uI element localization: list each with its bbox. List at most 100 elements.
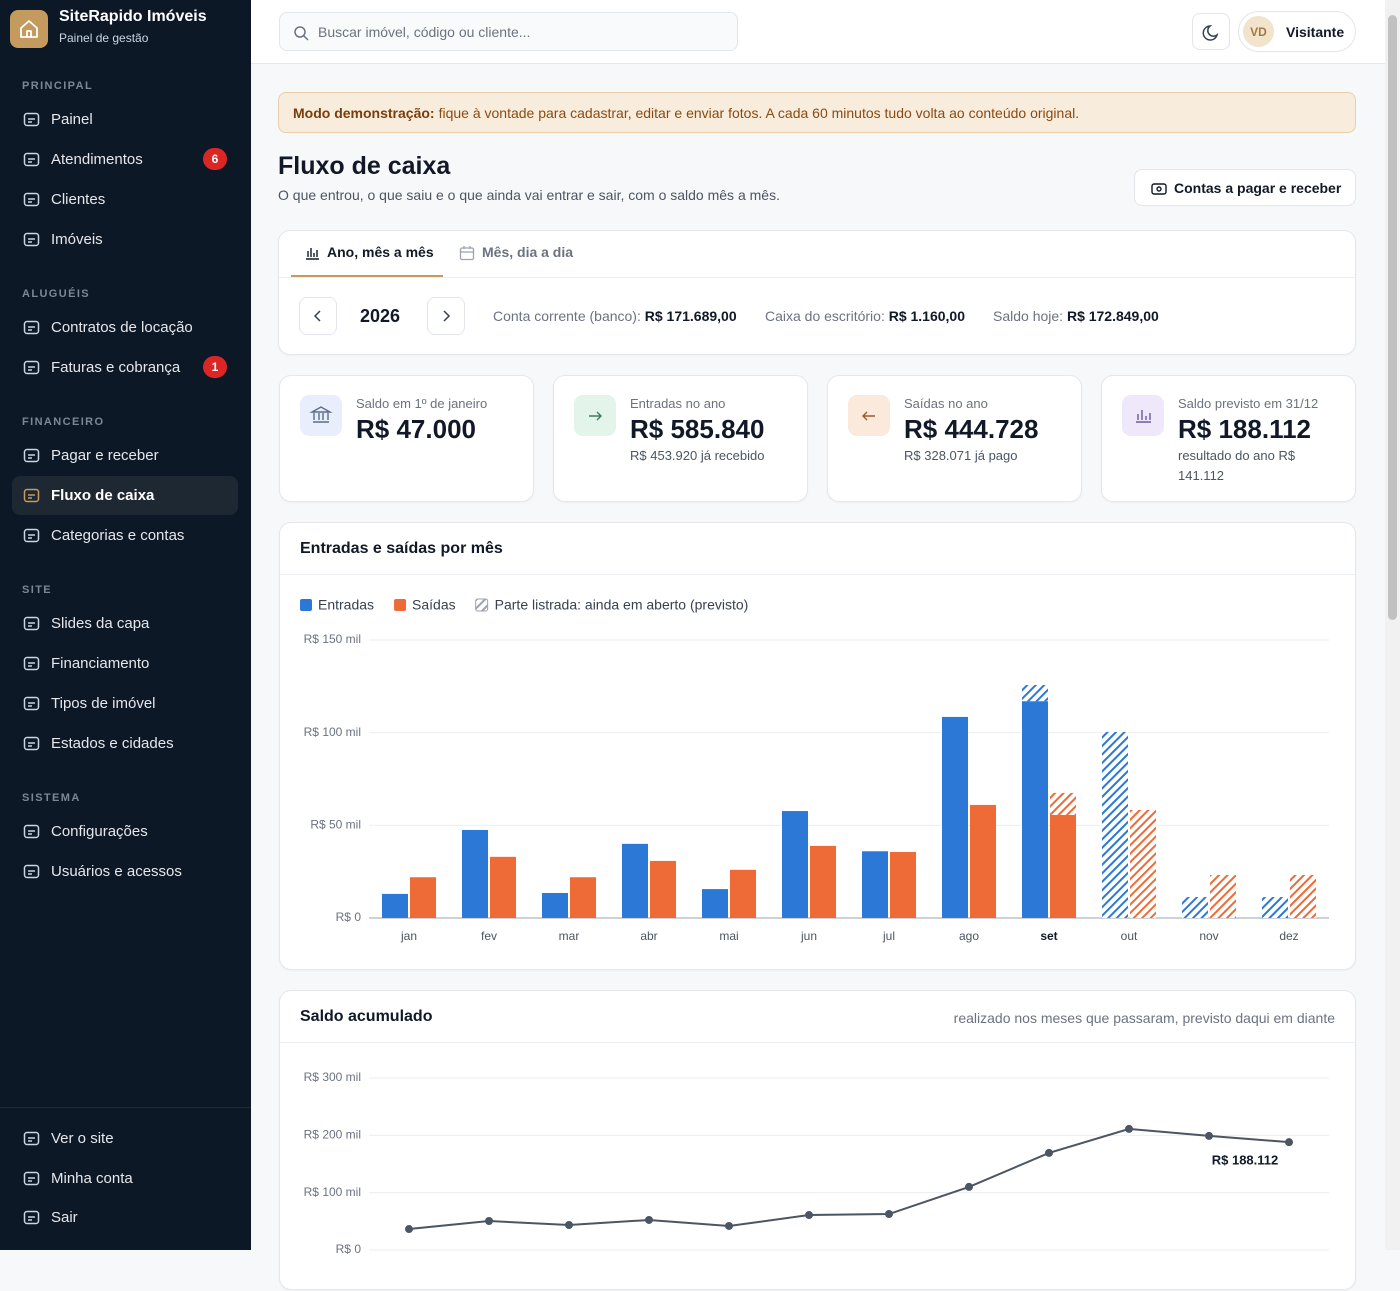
nav-label: Ver o site bbox=[51, 1130, 114, 1147]
icon-shape bbox=[23, 696, 40, 711]
nav-icon bbox=[23, 448, 40, 463]
point bbox=[1045, 1148, 1053, 1157]
nav-item[interactable]: Minha conta bbox=[12, 1159, 238, 1198]
nav-item[interactable]: Ver o site bbox=[12, 1119, 238, 1158]
nav-item[interactable]: Financiamento bbox=[12, 644, 238, 683]
icon-shape bbox=[28, 622, 35, 627]
chart-title: Saldo acumulado bbox=[300, 1008, 433, 1025]
notice-text: fique à vontade para cadastrar, editar e… bbox=[438, 104, 1080, 121]
kpi-icon bbox=[300, 395, 342, 436]
user-menu[interactable]: VD Visitante bbox=[1238, 11, 1356, 52]
nav-item[interactable]: Categorias e contas bbox=[12, 516, 238, 555]
icon-shape bbox=[28, 198, 35, 203]
kpi-label: Saldo em 1º de janeiro bbox=[356, 396, 488, 411]
y-tick-label: R$ 100 mil bbox=[304, 1185, 361, 1199]
bar-chart: R$ 0 R$ 50 mil R$ 100 mil R$ 150 mil Entrada… bbox=[300, 597, 1329, 943]
point bbox=[565, 1221, 573, 1230]
nav-item[interactable]: Pagar e receber bbox=[12, 436, 238, 475]
point bbox=[645, 1215, 653, 1224]
scrollbar-thumb[interactable] bbox=[1388, 15, 1397, 620]
nav-item[interactable]: Estados e cidades bbox=[12, 724, 238, 763]
section-title: PRINCIPAL bbox=[22, 80, 94, 92]
page-title: Fluxo de caixa bbox=[278, 152, 451, 180]
nav-item[interactable]: Sair bbox=[12, 1198, 238, 1237]
icon bbox=[309, 406, 333, 423]
bar bbox=[730, 869, 756, 918]
nav-icon bbox=[23, 112, 40, 127]
icon-shape bbox=[23, 448, 40, 463]
search-icon bbox=[294, 26, 309, 41]
nav-item[interactable]: Clientes bbox=[12, 180, 238, 219]
nav-item[interactable]: Atendimentos 6 bbox=[12, 140, 238, 179]
nav-icon bbox=[23, 616, 40, 631]
kpi-label: Saídas no ano bbox=[904, 396, 988, 411]
money-icon bbox=[1151, 183, 1167, 195]
theme-toggle[interactable] bbox=[1192, 13, 1230, 50]
y-tick-label: R$ 0 bbox=[336, 1242, 362, 1256]
nav-item[interactable]: Configurações bbox=[12, 812, 238, 851]
icon-shape bbox=[1136, 410, 1151, 423]
nav-item[interactable]: Slides da capa bbox=[12, 604, 238, 643]
nav-icon bbox=[23, 1171, 40, 1185]
bar-open bbox=[1022, 685, 1048, 702]
nav-item[interactable]: Painel bbox=[12, 100, 238, 139]
nav-icon bbox=[23, 1210, 40, 1225]
icon-shape bbox=[28, 494, 35, 499]
search-box[interactable]: Buscar imóvel, código ou cliente... bbox=[279, 12, 738, 51]
kpi-value: R$ 585.840 bbox=[630, 414, 765, 444]
tab-month[interactable]: Mês, dia a dia bbox=[458, 244, 588, 277]
bar-open bbox=[1182, 897, 1208, 918]
nav-label: Contratos de locação bbox=[51, 319, 193, 336]
brand-logo[interactable] bbox=[10, 10, 48, 48]
icon-shape bbox=[28, 326, 35, 331]
y-tick-label: R$ 150 mil bbox=[304, 632, 361, 646]
kpi-value: R$ 47.000 bbox=[356, 414, 476, 444]
kpi-note: resultado do ano R$ 141.112 bbox=[1178, 448, 1296, 483]
avatar: VD bbox=[1243, 16, 1274, 47]
x-tick-label: jan bbox=[400, 929, 417, 943]
bar bbox=[942, 716, 968, 918]
icon-shape bbox=[23, 824, 40, 839]
nav-item[interactable]: Imóveis bbox=[12, 220, 238, 259]
tab-year[interactable]: Ano, mês a mês bbox=[291, 244, 443, 277]
bar-chart-card: Entradas e saídas por mês R$ 0 R$ 50 mil R… bbox=[279, 522, 1356, 970]
nav-label: Configurações bbox=[51, 823, 148, 840]
bar-open bbox=[1102, 731, 1128, 918]
header-divider bbox=[280, 574, 1355, 575]
icon-shape bbox=[23, 488, 40, 503]
brand-subtitle: Painel de gestão bbox=[59, 31, 149, 45]
y-tick-label: R$ 200 mil bbox=[304, 1128, 361, 1142]
icon-shape bbox=[28, 870, 35, 875]
next-year[interactable] bbox=[427, 297, 465, 335]
bar bbox=[862, 851, 888, 918]
value-label: R$ 188.112 bbox=[1212, 1153, 1279, 1168]
kpi-icon bbox=[574, 395, 616, 436]
prev-year[interactable] bbox=[299, 297, 337, 335]
legend-swatch bbox=[394, 599, 407, 611]
kpi-label: Saldo previsto em 31/12 bbox=[1178, 396, 1319, 411]
balance-label: Conta corrente (banco): bbox=[493, 308, 641, 324]
icon-shape bbox=[23, 112, 40, 127]
nav-label: Tipos de imóvel bbox=[51, 695, 156, 712]
icon-shape bbox=[23, 528, 40, 543]
icon bbox=[862, 411, 875, 421]
icon-shape bbox=[23, 360, 40, 375]
icon-shape bbox=[28, 742, 35, 747]
balance-value: R$ 172.849,00 bbox=[1066, 308, 1159, 324]
nav-item[interactable]: Contratos de locação bbox=[12, 308, 238, 347]
nav-item[interactable]: Usuários e acessos bbox=[12, 852, 238, 891]
icon-shape bbox=[28, 366, 35, 371]
nav-item[interactable]: Tipos de imóvel bbox=[12, 684, 238, 723]
payables-button[interactable]: Contas a pagar e receber bbox=[1134, 169, 1356, 206]
icon-shape bbox=[28, 1137, 35, 1142]
nav-item[interactable]: Fluxo de caixa bbox=[12, 476, 238, 515]
nav-icon bbox=[23, 320, 40, 335]
search-placeholder: Buscar imóvel, código ou cliente... bbox=[318, 23, 531, 40]
bar bbox=[1050, 814, 1076, 918]
nav-item[interactable]: Faturas e cobrança 1 bbox=[12, 348, 238, 387]
icon-shape bbox=[23, 864, 40, 879]
user-name: Visitante bbox=[1286, 23, 1345, 40]
kpi-value: R$ 188.112 bbox=[1178, 414, 1312, 444]
nav-label: Faturas e cobrança bbox=[51, 359, 181, 376]
